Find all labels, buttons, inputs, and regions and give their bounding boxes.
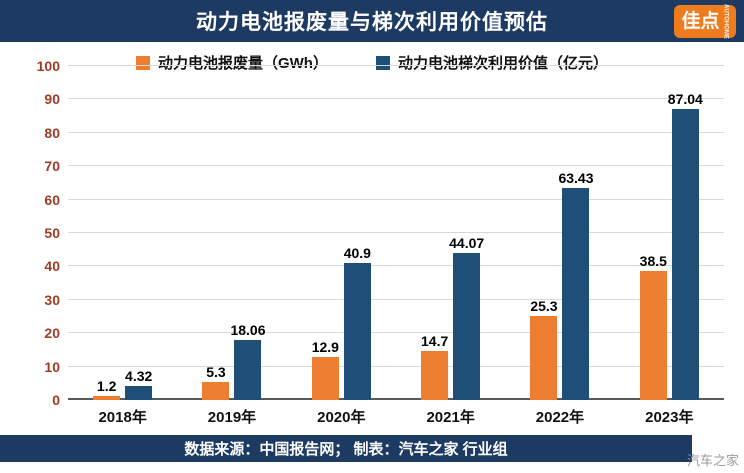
value-label: 14.7 <box>421 332 449 349</box>
bar-column: 14.7 <box>421 333 448 400</box>
y-tick-label: 0 <box>52 392 60 408</box>
bar[interactable] <box>639 271 667 400</box>
bar-column: 38.5 <box>640 253 667 400</box>
bar-group: 14.7 44.07 2021年 <box>396 66 505 432</box>
y-tick-label: 50 <box>44 225 60 241</box>
value-label: 25.3 <box>530 297 558 314</box>
value-label: 44.07 <box>449 234 485 251</box>
y-tick-label: 90 <box>44 91 60 108</box>
bar-column: 40.9 <box>344 245 371 400</box>
bar-column: 44.07 <box>449 235 484 400</box>
legend-label: 动力电池梯次利用价值（亿元） <box>397 55 608 72</box>
gridline <box>68 265 724 267</box>
logo-subtext: AUTOHOME <box>722 4 729 39</box>
x-category-label: 2023年 <box>645 408 694 426</box>
y-tick-label: 20 <box>44 325 60 342</box>
bar-group: 25.3 63.43 2022年 <box>505 66 614 432</box>
value-label: 38.5 <box>639 253 667 270</box>
legend-item[interactable]: 动力电池报废量（GWh） <box>135 52 328 73</box>
gridline <box>68 365 724 367</box>
source-bar: 数据来源：中国报告网； 制表：汽车之家 行业组 <box>0 435 692 462</box>
bar-column: 87.04 <box>668 91 703 400</box>
page-title: 动力电池报废量与梯次利用价值预估 <box>196 11 548 34</box>
bar-column: 4.32 <box>125 368 152 400</box>
value-label: 87.04 <box>667 91 703 108</box>
gridline <box>68 298 724 300</box>
legend-swatch <box>375 55 390 70</box>
bar-group: 38.5 87.04 2023年 <box>615 66 724 432</box>
bar-groups: 1.2 4.32 2018年 5.3 18.06 2019年 12.9 40.9 2020年 14… <box>68 66 724 432</box>
bar-column: 63.43 <box>558 170 594 400</box>
bar[interactable] <box>234 339 262 400</box>
value-label: 40.9 <box>343 245 371 262</box>
value-label: 5.3 <box>206 364 226 381</box>
bar[interactable] <box>202 382 230 400</box>
bar-column: 12.9 <box>312 339 339 400</box>
gridline <box>68 232 724 233</box>
logo-text: 佳点 <box>681 11 720 32</box>
x-category-label: 2020年 <box>317 408 366 426</box>
value-label: 1.2 <box>96 378 117 394</box>
gridline <box>68 165 724 167</box>
x-category-label: 2021年 <box>426 408 475 426</box>
value-label: 63.43 <box>558 170 594 187</box>
legend: 动力电池报废量（GWh） 动力电池梯次利用价值（亿元） <box>0 52 744 73</box>
gridline <box>68 98 724 100</box>
y-tick-label: 100 <box>36 58 60 74</box>
y-tick-label: 70 <box>44 158 60 175</box>
value-label: 4.32 <box>125 367 153 384</box>
watermark: 汽车之家 <box>686 453 739 468</box>
value-label: 12.9 <box>311 338 339 355</box>
y-tick-label: 60 <box>44 191 60 208</box>
plot-area: 0 10 20 30 40 50 60 70 80 90 100 1.2 4.32 2018年 5.3 18.… <box>37 58 724 426</box>
y-tick-label: 30 <box>44 291 60 308</box>
gridline <box>68 131 724 133</box>
y-tick-label: 10 <box>44 358 60 375</box>
bar[interactable] <box>343 263 371 400</box>
bar-column: 5.3 <box>202 364 230 400</box>
header-bar: 动力电池报废量与梯次利用价值预估 佳点 AUTOHOME <box>0 0 744 42</box>
bar[interactable] <box>421 350 449 400</box>
bar-column: 25.3 <box>530 297 558 400</box>
bar-group: 12.9 40.9 2020年 <box>287 66 396 432</box>
source-text: 数据来源：中国报告网； 制表：汽车之家 行业组 <box>184 441 508 458</box>
bar[interactable] <box>93 396 121 400</box>
x-category-label: 2019年 <box>207 408 257 426</box>
bar[interactable] <box>311 356 339 400</box>
legend-item[interactable]: 动力电池梯次利用价值（亿元） <box>375 52 608 73</box>
x-axis-line <box>68 398 724 400</box>
bar-column: 18.06 <box>230 322 266 400</box>
bar[interactable] <box>671 109 699 400</box>
bar-column: 1.2 <box>93 378 121 400</box>
value-label: 18.06 <box>230 321 266 338</box>
bar-group: 1.2 4.32 2018年 <box>68 66 177 432</box>
bar-group: 5.3 18.06 2019年 <box>177 66 286 432</box>
gridline <box>68 65 724 66</box>
autohome-logo: 佳点 AUTOHOME <box>674 4 736 39</box>
bar[interactable] <box>453 252 481 400</box>
y-tick-label: 80 <box>44 124 60 141</box>
legend-label: 动力电池报废量（GWh） <box>157 55 328 72</box>
gridline <box>68 198 724 200</box>
y-tick-label: 40 <box>44 258 60 275</box>
bar[interactable] <box>530 315 558 400</box>
legend-swatch <box>135 55 150 70</box>
bar[interactable] <box>125 385 153 400</box>
x-category-label: 2018年 <box>98 408 147 426</box>
bar[interactable] <box>562 188 590 400</box>
x-category-label: 2022年 <box>535 408 585 426</box>
gridline <box>68 332 724 334</box>
